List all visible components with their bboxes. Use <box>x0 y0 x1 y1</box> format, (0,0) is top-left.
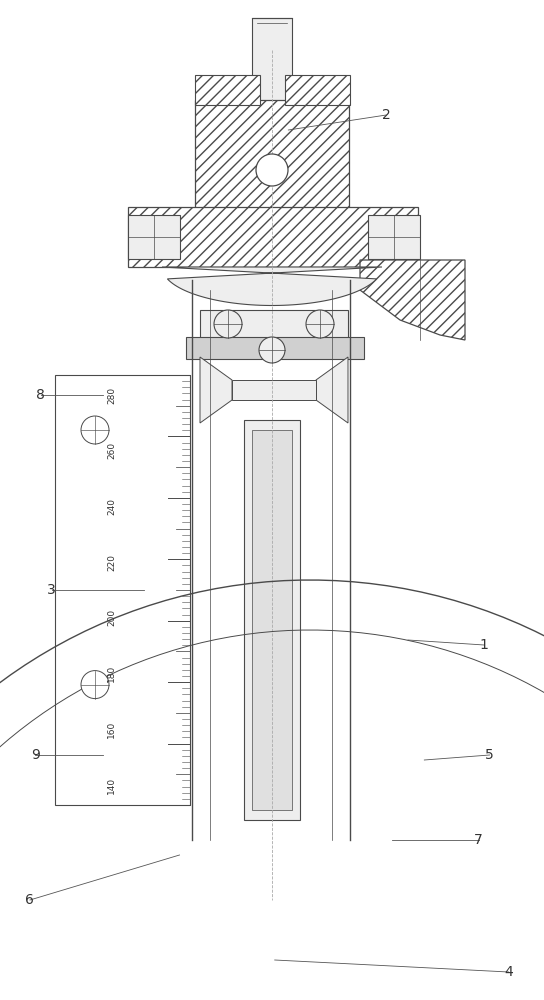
Circle shape <box>256 154 288 186</box>
Text: 200: 200 <box>107 609 116 626</box>
Bar <box>200 310 348 338</box>
Circle shape <box>214 310 242 338</box>
Circle shape <box>81 671 109 699</box>
Bar <box>252 430 292 810</box>
Text: 280: 280 <box>107 386 116 404</box>
Bar <box>55 375 190 805</box>
Text: 220: 220 <box>107 554 116 571</box>
Bar <box>244 420 300 820</box>
Text: 6: 6 <box>26 893 34 907</box>
Bar <box>368 215 420 259</box>
Text: 3: 3 <box>47 583 56 597</box>
Bar <box>252 18 292 110</box>
Text: 2: 2 <box>382 108 391 122</box>
Text: 180: 180 <box>107 665 116 682</box>
Text: 4: 4 <box>504 965 513 979</box>
Bar <box>128 207 418 267</box>
Text: 7: 7 <box>474 833 483 847</box>
Bar <box>128 215 180 259</box>
Bar <box>195 75 260 105</box>
Bar <box>285 75 350 105</box>
Text: 9: 9 <box>31 748 40 762</box>
Text: 5: 5 <box>485 748 494 762</box>
Text: 140: 140 <box>107 776 116 794</box>
Text: 260: 260 <box>107 442 116 459</box>
Text: 1: 1 <box>480 638 489 652</box>
Text: 160: 160 <box>107 721 116 738</box>
Text: 8: 8 <box>36 388 45 402</box>
Circle shape <box>259 337 285 363</box>
Bar <box>232 380 316 400</box>
Bar <box>186 337 364 359</box>
Polygon shape <box>316 357 348 423</box>
Polygon shape <box>200 357 232 423</box>
Text: 240: 240 <box>107 498 116 515</box>
Polygon shape <box>162 267 382 305</box>
Bar <box>195 100 349 210</box>
Circle shape <box>81 416 109 444</box>
Circle shape <box>306 310 334 338</box>
Polygon shape <box>360 260 465 340</box>
